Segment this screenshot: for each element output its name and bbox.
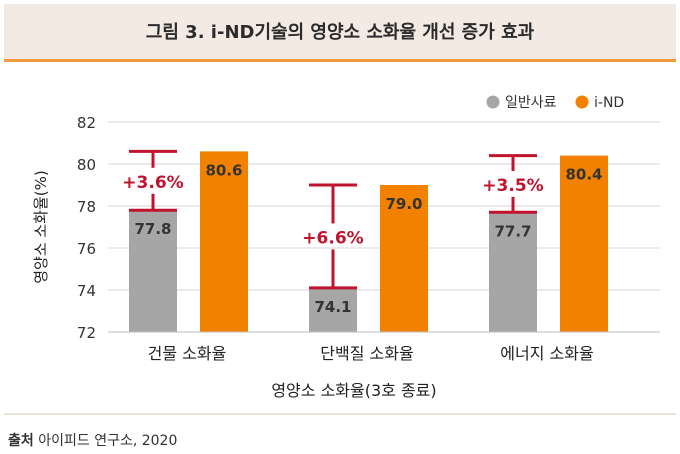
y-tick-label: 82 — [77, 114, 96, 132]
bar-ind-3 — [560, 155, 608, 332]
bar-ind-2 — [380, 185, 428, 332]
data-label-ind-2: 79.0 — [385, 195, 422, 213]
data-label-ind-3: 80.4 — [565, 166, 602, 184]
x-tick-label: 에너지 소화율 — [500, 344, 593, 363]
increase-annotation-1: +3.6% — [122, 173, 183, 193]
footer-divider — [4, 413, 676, 415]
legend-label-ind: i-ND — [594, 95, 624, 111]
increase-annotation-2: +6.6% — [302, 228, 363, 248]
data-label-general-1: 77.8 — [134, 220, 171, 238]
legend-marker-general — [486, 95, 500, 109]
legend-label-general: 일반사료 — [505, 95, 557, 111]
y-tick-label: 74 — [77, 282, 96, 300]
data-label-general-3: 77.7 — [494, 222, 531, 240]
x-tick-label: 건물 소화율 — [148, 344, 227, 363]
x-axis-title: 영양소 소화율(3호 종료) — [271, 381, 436, 400]
bar-general-1 — [129, 210, 177, 332]
y-axis-title: 영양소 소화율(%) — [32, 170, 50, 284]
y-tick-label: 80 — [77, 156, 96, 174]
title-band: 그림 3. i-ND기술의 영양소 소화율 개선 증가 효과 — [4, 4, 676, 59]
x-tick-label: 단백질 소화율 — [320, 344, 413, 363]
source-note: 출처 아이피드 연구소, 2020 — [8, 430, 177, 450]
source-label: 출처 — [8, 433, 34, 449]
source-text: 아이피드 연구소, 2020 — [38, 433, 178, 449]
y-tick-label: 72 — [77, 324, 96, 342]
bar-general-2 — [309, 287, 357, 332]
legend-marker-ind — [575, 95, 589, 109]
data-label-general-2: 74.1 — [314, 298, 351, 316]
page-title: 그림 3. i-ND기술의 영양소 소화율 개선 증가 효과 — [145, 22, 535, 43]
y-tick-label: 78 — [77, 198, 96, 216]
data-label-ind-1: 80.6 — [205, 161, 242, 179]
digestibility-bar-chart: 72 74 76 78 80 82 영양소 소화율(%) 77.8 80.6 +3.6% 건물 소화… — [32, 95, 660, 400]
title-divider — [4, 59, 676, 62]
y-tick-label: 76 — [77, 240, 96, 258]
increase-annotation-3: +3.5% — [482, 176, 543, 196]
bar-general-3 — [489, 212, 537, 332]
bar-ind-1 — [200, 151, 248, 332]
